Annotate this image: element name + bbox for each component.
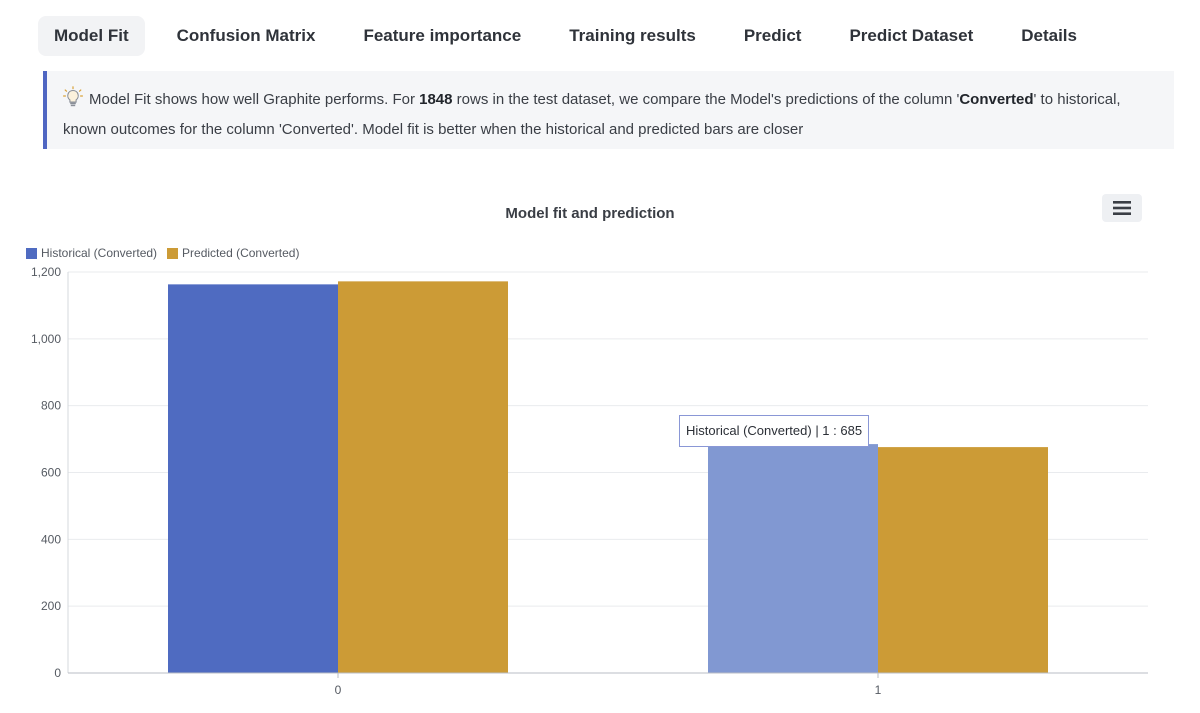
tab-predict[interactable]: Predict [743,26,802,45]
callout-text-2: rows in the test dataset, we compare the… [452,91,960,108]
legend-swatch-predicted [167,247,179,259]
chart-tooltip: Historical (Converted) | 1 : 685 [679,415,870,447]
y-tick-label: 0 [54,666,61,680]
tab-training-results[interactable]: Training results [569,26,696,45]
chart-title: Model fit and prediction [505,205,675,222]
tab-confusion-matrix[interactable]: Confusion Matrix [176,26,316,45]
tab-feature-importance[interactable]: Feature importance [363,26,522,45]
tab-predict-dataset[interactable]: Predict Dataset [849,26,974,45]
bar[interactable] [878,447,1048,673]
y-tick-label: 800 [41,399,61,413]
legend-label-historical: Historical (Converted) [41,246,158,260]
legend-label-predicted: Predicted (Converted) [182,246,300,260]
bar[interactable] [338,281,508,673]
x-tick-label: 1 [875,683,882,697]
info-callout: Model Fit shows how well Graphite perfor… [43,71,1174,149]
y-tick-label: 1,200 [31,265,61,279]
x-tick-label: 0 [335,683,342,697]
hamburger-menu-icon [1113,201,1131,215]
callout-column-name: Converted [959,91,1034,108]
legend-item-historical[interactable]: Historical (Converted) [26,246,157,260]
callout-text-3: ' to historical, known outcomes for the … [63,91,1121,138]
legend-swatch-historical [26,247,37,259]
tab-bar: Model Fit Confusion Matrix Feature impor… [38,14,1109,58]
chart-legend: Historical (Converted) Predicted (Conver… [26,246,299,260]
lightbulb-icon [63,86,83,117]
tab-details[interactable]: Details [1021,26,1077,45]
bar[interactable] [168,284,338,673]
chart-menu-button[interactable] [1102,194,1142,222]
callout-text-1: Model Fit shows how well Graphite perfor… [89,91,420,108]
callout-row-count: 1848 [419,91,453,108]
tab-model-fit[interactable]: Model Fit [38,16,145,56]
bar[interactable] [708,444,878,673]
y-tick-label: 600 [41,466,61,480]
y-tick-label: 400 [41,532,61,546]
y-tick-label: 1,000 [31,332,61,346]
legend-item-predicted[interactable]: Predicted (Converted) [167,246,299,260]
y-tick-label: 200 [41,599,61,613]
